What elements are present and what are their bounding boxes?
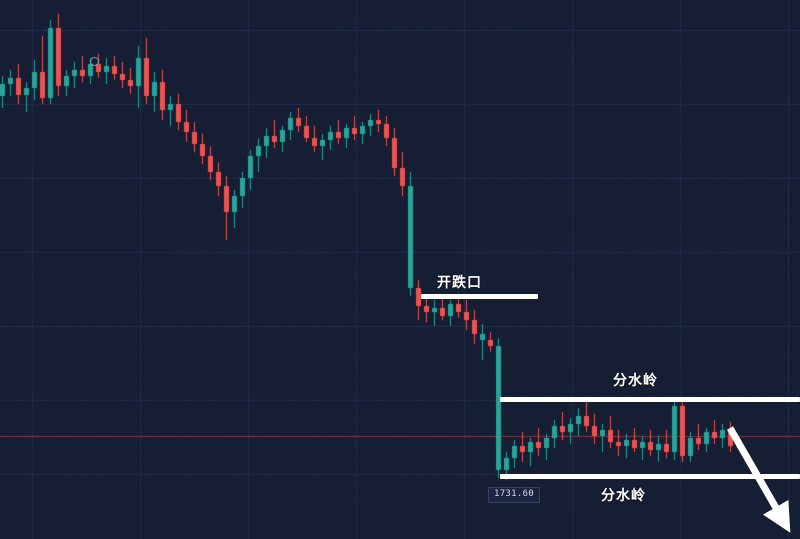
watershed-lower-level-line (500, 474, 800, 479)
watershed-upper-level-line (500, 397, 800, 402)
circle-marker-icon (90, 57, 99, 66)
gap-down-level-line (421, 294, 538, 299)
watershed-lower-label: 分水岭 (601, 488, 646, 504)
gap-down-label: 开跌口 (437, 275, 482, 291)
watershed-upper-label: 分水岭 (613, 373, 658, 389)
price-label-tag: 1731.60 (488, 487, 541, 503)
